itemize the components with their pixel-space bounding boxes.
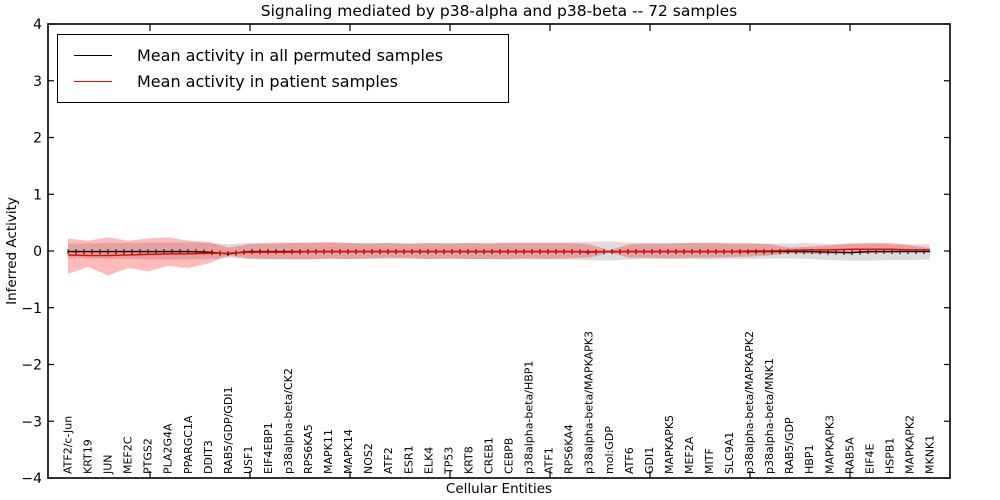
x-tick-label: PTGS2 [142, 438, 155, 474]
y-tick-label: −4 [21, 471, 42, 487]
x-tick-label: TP53 [442, 447, 455, 475]
x-tick-label: USF1 [242, 446, 255, 474]
x-tick-label: HBP1 [803, 445, 816, 474]
y-tick-label: 1 [33, 187, 42, 203]
x-tick-label: p38alpha-beta/MAPKAPK2 [743, 331, 756, 474]
x-tick-label: p38alpha-beta/HBP1 [523, 361, 536, 474]
y-tick-label: 3 [33, 74, 42, 90]
x-tick-label: RAB5A [843, 437, 856, 474]
legend: Mean activity in all permuted samples Me… [57, 34, 509, 103]
x-tick-label: MAPK11 [322, 429, 335, 474]
x-tick-label: RAB5/GDP [783, 417, 796, 474]
x-tick-label: MITF [703, 448, 716, 474]
patient-mean-line [67, 248, 930, 257]
y-tick-label: −3 [21, 414, 42, 430]
x-tick-label: DDIT3 [202, 440, 215, 474]
y-tick-label: 0 [33, 244, 42, 260]
legend-item-patient: Mean activity in patient samples [58, 68, 508, 94]
x-tick-label: MKNK1 [924, 435, 937, 474]
x-tick-label: PPARGC1A [182, 415, 195, 474]
legend-item-permuted: Mean activity in all permuted samples [58, 42, 508, 68]
x-tick-label: KRT19 [82, 439, 95, 474]
x-tick-label: EIF4E [863, 443, 876, 474]
x-tick-label: MAPK14 [342, 429, 355, 474]
x-tick-label: ATF1 [543, 447, 556, 474]
x-tick-label: HSPB1 [883, 438, 896, 474]
x-tick-label: MEF2A [683, 436, 696, 474]
x-tick-label: ATF6 [623, 447, 636, 474]
chart-title: Signaling mediated by p38-alpha and p38-… [260, 2, 738, 20]
x-tick-label: RPS6KA5 [302, 424, 315, 474]
x-tick-label: ATF2/c-Jun [62, 416, 75, 474]
x-tick-label: CREB1 [482, 437, 495, 474]
patient-line-swatch [74, 80, 112, 82]
x-tick-label: MEF2C [122, 436, 135, 474]
x-tick-label: SLC9A1 [723, 432, 736, 474]
y-tick-label: −2 [21, 358, 42, 374]
x-tick-label: ELK4 [422, 447, 435, 474]
x-tick-label: p38alpha-beta/CK2 [282, 368, 295, 474]
patient-std-band [68, 237, 930, 276]
legend-label-permuted: Mean activity in all permuted samples [137, 45, 444, 65]
x-tick-label: MAPKAPK2 [903, 415, 916, 474]
y-tick-label: −1 [21, 301, 42, 317]
x-tick-label: MAPKAPK3 [823, 415, 836, 474]
x-tick-label: JUN [102, 454, 115, 475]
legend-label-patient: Mean activity in patient samples [137, 71, 398, 91]
x-axis-label: Cellular Entities [445, 481, 553, 497]
x-tick-label: p38alpha-beta/MNK1 [763, 358, 776, 474]
x-tick-label: GDI1 [643, 447, 656, 474]
x-tick-label: ATF2 [382, 447, 395, 474]
x-tick-label: NOS2 [362, 443, 375, 474]
x-tick-label: PLA2G4A [162, 423, 175, 474]
permuted-line-swatch [74, 54, 112, 56]
x-tick-label: KRT8 [462, 446, 475, 474]
x-tick-label: p38alpha-beta/MAPKAPK3 [583, 331, 596, 474]
x-tick-label: ESR1 [402, 445, 415, 474]
x-tick-label: CEBPB [503, 438, 516, 474]
x-tick-label: RAB5/GDP/GDI1 [222, 386, 235, 474]
x-tick-label: EIF4EBP1 [262, 422, 275, 474]
x-tick-label: MAPKAPK5 [663, 415, 676, 474]
y-tick-label: 2 [33, 131, 42, 147]
x-tick-label: mol:GDP [603, 426, 616, 474]
y-tick-label: 4 [33, 17, 42, 33]
x-tick-label: RPS6KA4 [563, 424, 576, 474]
